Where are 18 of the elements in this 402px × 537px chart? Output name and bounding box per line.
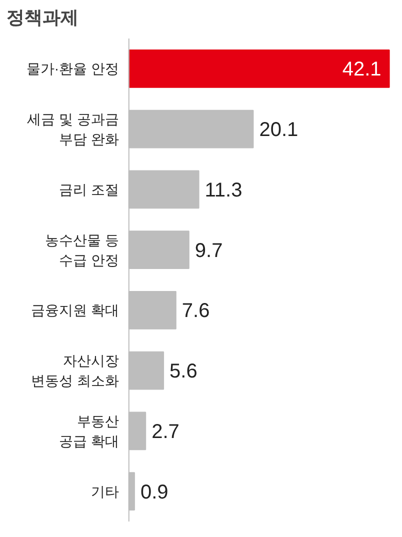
data-label: 42.1 bbox=[342, 58, 382, 81]
data-label: 11.3 bbox=[204, 179, 242, 202]
bar bbox=[128, 50, 390, 88]
y-tick-label: 물가·환율 안정 bbox=[26, 60, 119, 77]
y-tick-label: 금융지원 확대 bbox=[31, 302, 119, 318]
data-label: 5.6 bbox=[170, 360, 198, 383]
y-tick-label: 부동산 공급 확대 bbox=[59, 412, 119, 449]
data-label: 20.1 bbox=[259, 119, 298, 142]
data-label: 9.7 bbox=[194, 240, 223, 262]
data-label: 0.9 bbox=[140, 481, 168, 504]
y-tick-label: 금리 조절 bbox=[59, 181, 119, 198]
y-tick-label: 자산시장 변동성 최소화 bbox=[31, 352, 119, 389]
y-tick-label: 세금 및 공과금 부담 완화 bbox=[27, 111, 119, 148]
chart-title: 정책과제 bbox=[6, 8, 78, 28]
y-tick-label: 기타 bbox=[90, 483, 119, 500]
y-tick-label: 농수산물 등 수급 안정 bbox=[45, 232, 119, 268]
data-label: 2.7 bbox=[152, 420, 180, 443]
data-label: 7.6 bbox=[182, 300, 210, 322]
